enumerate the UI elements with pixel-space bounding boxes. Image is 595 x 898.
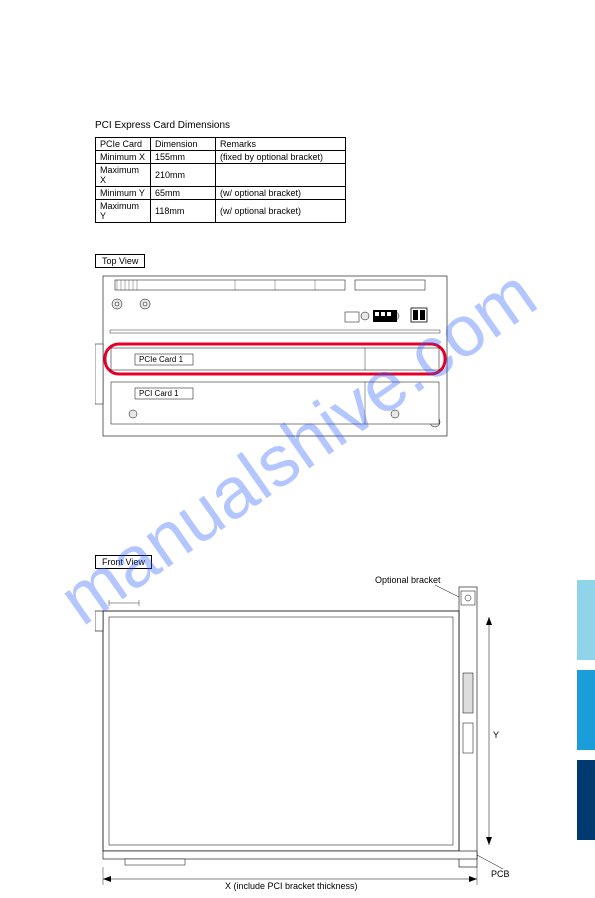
cell [216, 164, 346, 187]
side-color-bars [577, 580, 595, 850]
cell: (w/ optional bracket) [216, 187, 346, 200]
cell: Minimum Y [96, 187, 151, 200]
cell: 65mm [151, 187, 216, 200]
pcb-label: PCB [491, 869, 510, 879]
section-title: PCI Express Card Dimensions [95, 120, 515, 131]
cell: Maximum Y [96, 200, 151, 223]
top-view-label: Top View [95, 254, 145, 268]
dimensions-table: PCIe Card Dimension Remarks Minimum X 15… [95, 137, 346, 223]
top-view-section: Top View [95, 251, 515, 442]
table-row: Minimum X 155mm (fixed by optional brack… [96, 151, 346, 164]
th-rem: Remarks [216, 138, 346, 151]
table-header-row: PCIe Card Dimension Remarks [96, 138, 346, 151]
cell: 210mm [151, 164, 216, 187]
front-view-diagram: Optional bracket Y [95, 573, 515, 893]
cell: 155mm [151, 151, 216, 164]
top-view-diagram: PCIe Card 1 PCI Card 1 [95, 272, 455, 442]
x-axis-label: X (include PCI bracket thickness) [225, 881, 358, 891]
cell: Maximum X [96, 164, 151, 187]
table-row: Minimum Y 65mm (w/ optional bracket) [96, 187, 346, 200]
cell: Minimum X [96, 151, 151, 164]
th-card: PCIe Card [96, 138, 151, 151]
side-bar [577, 670, 595, 750]
pcie-card-label: PCIe Card 1 [139, 355, 184, 364]
th-dim: Dimension [151, 138, 216, 151]
table-row: Maximum Y 118mm (w/ optional bracket) [96, 200, 346, 223]
front-view-label: Front View [95, 555, 152, 569]
front-view-section: Front View Optional bracket Y [95, 552, 515, 898]
pci-card-label: PCI Card 1 [139, 389, 179, 398]
side-bar [577, 760, 595, 840]
cell: (fixed by optional bracket) [216, 151, 346, 164]
table-row: Maximum X 210mm [96, 164, 346, 187]
cell: (w/ optional bracket) [216, 200, 346, 223]
side-bar [577, 580, 595, 660]
cell: 118mm [151, 200, 216, 223]
y-axis-label: Y [493, 730, 499, 740]
optional-bracket-label: Optional bracket [375, 575, 441, 585]
page-content: PCI Express Card Dimensions PCIe Card Di… [95, 120, 515, 898]
